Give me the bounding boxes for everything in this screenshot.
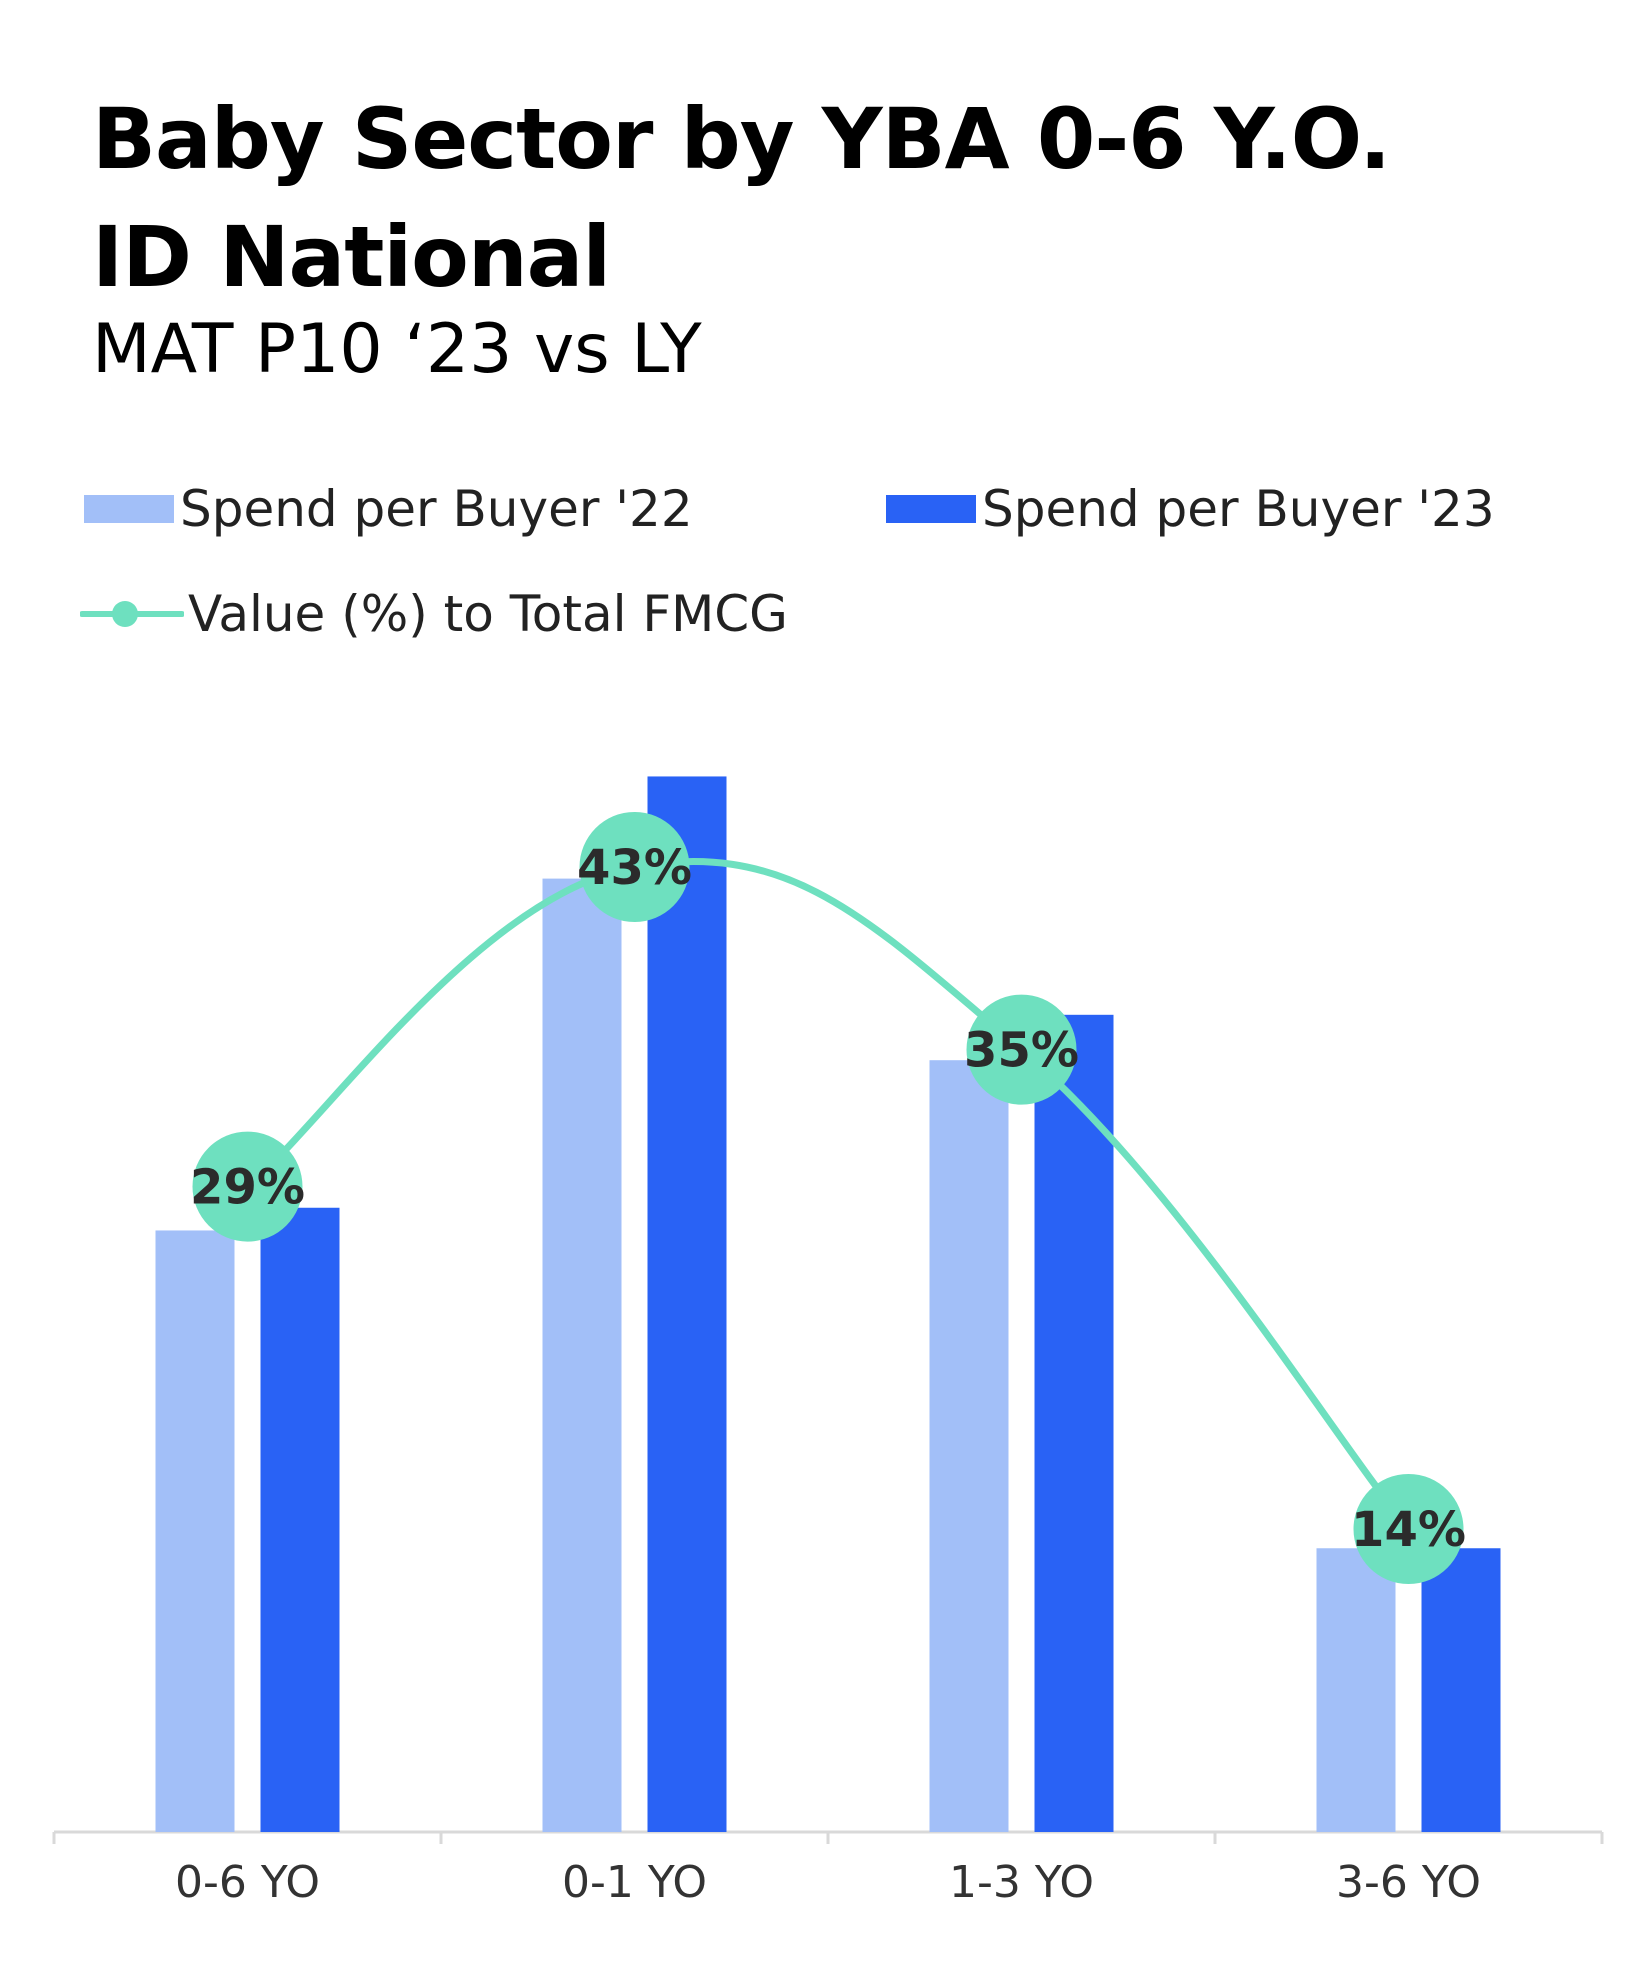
legend-swatch-spend-23 xyxy=(886,495,976,523)
bar-spend-22-4 xyxy=(1316,1548,1396,1832)
bar-spend-23-2 xyxy=(647,776,727,1833)
bar-spend-23-1 xyxy=(260,1207,340,1832)
value-line xyxy=(244,858,1412,1533)
legend-item-spend-23: Spend per Buyer '23 xyxy=(886,480,1495,538)
x-tick-label-3: 1-3 YO xyxy=(949,1857,1094,1908)
bar-spend-22-2 xyxy=(542,878,622,1832)
legend-item-value: Value (%) to Total FMCG xyxy=(80,585,788,643)
value-point-1 xyxy=(192,1131,303,1242)
legend-label-spend-22: Spend per Buyer '22 xyxy=(180,480,693,538)
bar-spend-22-3 xyxy=(929,1060,1009,1832)
legend-item-spend-22: Spend per Buyer '22 xyxy=(84,480,693,538)
value-point-3 xyxy=(966,994,1077,1105)
chart-subtitle: MAT P10 ‘23 vs LY xyxy=(92,310,702,389)
bar-spend-22-1 xyxy=(155,1230,235,1832)
value-point-4 xyxy=(1353,1474,1464,1584)
value-label-4: 14% xyxy=(1351,1502,1466,1558)
legend-swatch-spend-22 xyxy=(84,495,174,523)
chart-title: Baby Sector by YBA 0-6 Y.O. ID National xyxy=(92,80,1592,316)
value-label-1: 29% xyxy=(190,1160,305,1216)
legend-line-marker-icon xyxy=(80,601,184,627)
value-label-3: 35% xyxy=(964,1023,1079,1079)
bar-spend-23-3 xyxy=(1034,1014,1114,1832)
value-label-2: 43% xyxy=(577,840,692,896)
bar-spend-23-4 xyxy=(1421,1548,1501,1832)
x-tick-label-4: 3-6 YO xyxy=(1336,1857,1481,1908)
x-tick-label-2: 0-1 YO xyxy=(562,1857,707,1908)
legend-label-value: Value (%) to Total FMCG xyxy=(188,585,788,643)
value-point-2 xyxy=(579,812,690,922)
chart-title-line-2: ID National xyxy=(92,208,611,306)
x-tick-label-1: 0-6 YO xyxy=(175,1857,320,1908)
legend-label-spend-23: Spend per Buyer '23 xyxy=(982,480,1495,538)
chart-title-line-1: Baby Sector by YBA 0-6 Y.O. xyxy=(92,90,1391,188)
